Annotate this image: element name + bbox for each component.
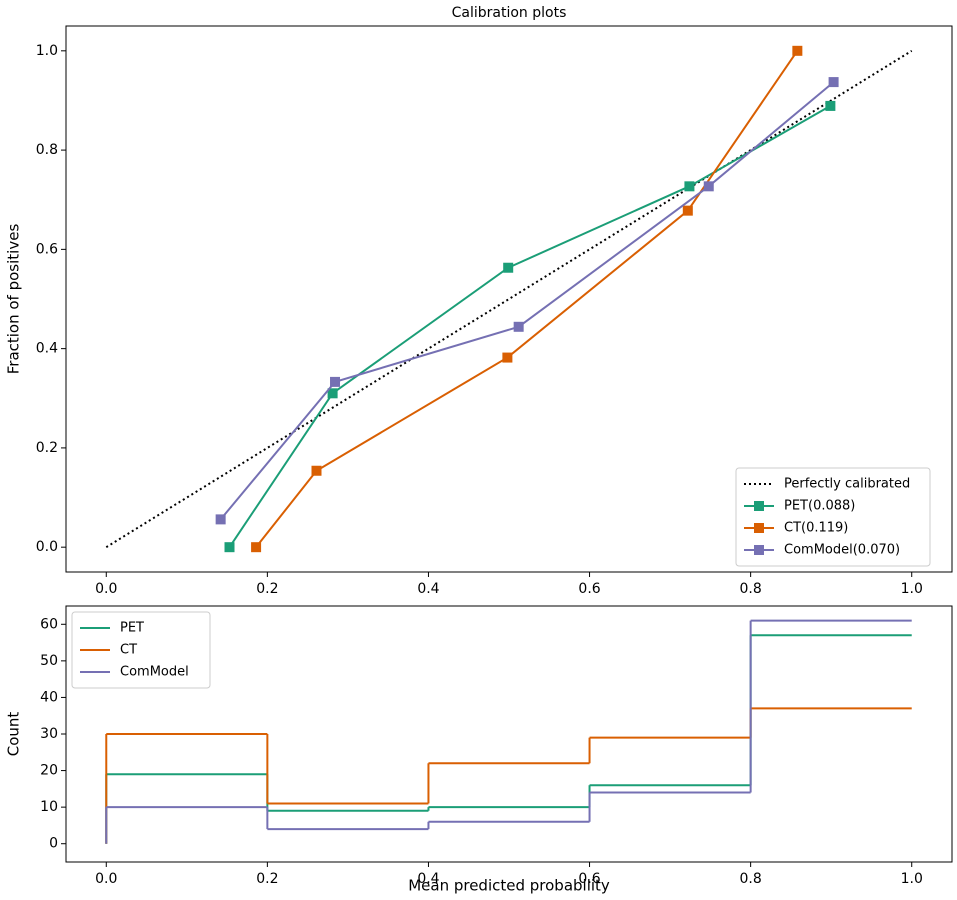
legend-box [71,611,211,689]
legend: Perfectly calibrated PET(0.088) CT(0.119) C… [735,467,931,567]
legend-label: ComModel [120,665,189,680]
x-tick-label: 1.0 [901,871,923,887]
y-tick-label: 0.6 [36,241,58,257]
marker [502,352,513,363]
y-tick-label: 20 [40,763,58,779]
x-tick-label: 0.2 [256,581,278,597]
legend-label: PET [120,621,144,636]
y-axis-label: Count [5,712,23,757]
marker [682,205,693,216]
marker [215,514,226,525]
legend-label: Perfectly calibrated [784,477,910,492]
x-tick-label: 0.4 [417,871,439,887]
y-tick-label: 60 [40,616,58,632]
axes: 0.0 0.2 0.4 0.6 0.8 1.0 0 10 20 30 40 50 60 Mean pred… [5,605,953,895]
series-line [255,50,799,548]
legend-marker [754,545,764,555]
marker [792,45,803,56]
marker [224,542,235,553]
marker [825,100,836,111]
marker [327,388,338,399]
x-tick-label: 0.2 [256,871,278,887]
legend-label: CT [120,643,137,658]
marker [828,77,839,88]
y-axis-label: Fraction of positives [5,224,23,375]
legend-box [735,467,931,567]
x-tick-label: 0.0 [95,871,117,887]
x-tick-label: 1.0 [901,581,923,597]
y-tick-label: 50 [40,653,58,669]
y-tick-label: 0.8 [36,142,58,158]
legend-marker [754,523,764,533]
series-line [219,81,835,521]
x-tick-label: 0.6 [578,871,600,887]
axes: 0.0 0.2 0.4 0.6 0.8 1.0 0.0 0.2 0.4 0.6 0.8 1.0 Cali… [5,5,953,597]
axes-frame [65,25,953,573]
y-tick-label: 1.0 [36,43,58,59]
legend: PET CT ComModel [71,611,211,689]
marker [513,321,524,332]
marker [703,181,714,192]
y-tick-label: 0.0 [36,539,58,555]
marker [684,181,695,192]
marker [311,465,322,476]
x-tick-label: 0.6 [578,581,600,597]
marker [330,376,341,387]
x-tick-label: 0.0 [95,581,117,597]
y-tick-label: 0.4 [36,341,58,357]
y-tick-label: 0 [49,836,58,852]
y-tick-label: 0.2 [36,440,58,456]
x-tick-label: 0.4 [417,581,439,597]
legend-marker [754,501,764,511]
x-axis-label: Mean predicted probability [408,877,610,895]
marker [251,542,262,553]
legend-label: ComModel(0.070) [784,543,900,558]
marker [503,262,514,273]
chart-title: Calibration plots [452,5,567,21]
x-tick-label: 0.8 [740,871,762,887]
axes-frame [65,605,953,863]
y-tick-label: 40 [40,689,58,705]
y-tick-label: 30 [40,726,58,742]
legend-label: PET(0.088) [784,499,855,514]
x-tick-label: 0.8 [740,581,762,597]
legend-label: CT(0.119) [784,521,848,536]
y-tick-label: 10 [40,799,58,815]
